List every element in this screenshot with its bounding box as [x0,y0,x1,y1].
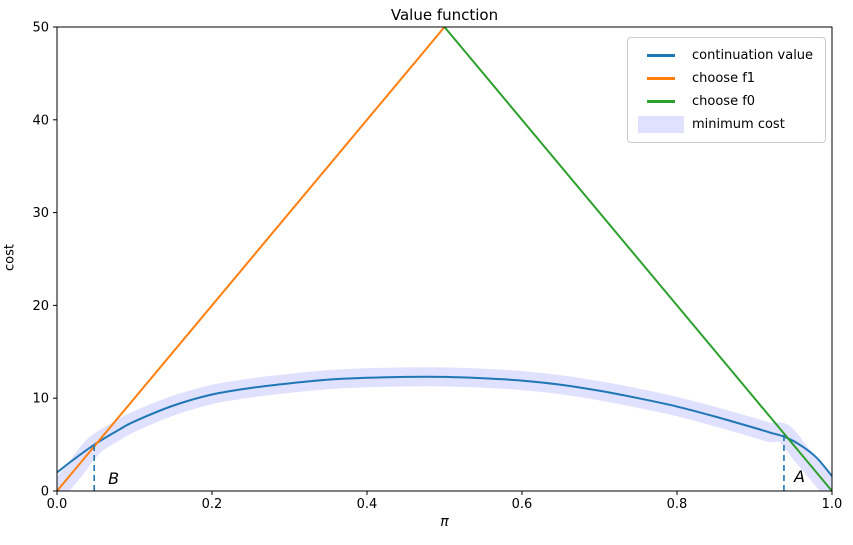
series-choose-f0 [443,27,832,491]
legend-line-swatch-orange [638,77,684,80]
series-continuation-value [57,375,832,477]
legend-label: choose f1 [692,71,756,86]
legend-label: choose f0 [692,94,756,109]
legend-item-choose-f0: choose f0 [638,90,825,113]
legend-label: continuation value [692,48,814,63]
x-tick-label: 0.8 [667,497,688,512]
legend: continuation value choose f1 choose f0 m… [627,37,826,143]
series-minimum-cost [57,367,832,491]
annotation-label-a: A [794,466,805,486]
x-tick-label: 0.2 [202,497,223,512]
legend-item-choose-f1: choose f1 [638,67,825,90]
legend-line-swatch-blue [638,54,684,57]
x-axis-label: π [440,514,449,530]
legend-item-minimum-cost: minimum cost [638,113,825,136]
y-tick-label: 30 [32,206,49,221]
annotation-label-b: B [108,468,120,488]
axes-spines [56,26,833,492]
x-tick-label: 0.0 [47,497,68,512]
x-tick-label: 0.6 [512,497,533,512]
y-tick-label: 20 [32,299,49,314]
y-tick-label: 0 [41,485,49,500]
y-tick-label: 40 [32,113,49,128]
legend-item-continuation-value: continuation value [638,44,825,67]
plot-title: Value function [390,6,499,24]
x-tick-label: 1.0 [822,497,843,512]
legend-label: minimum cost [692,117,785,132]
legend-line-swatch-green [638,100,684,103]
series-choose-f1 [57,27,446,491]
y-tick-label: 10 [32,392,49,407]
legend-patch-swatch-lavender [638,116,684,133]
x-tick-label: 0.4 [357,497,378,512]
y-tick-label: 50 [32,21,49,36]
